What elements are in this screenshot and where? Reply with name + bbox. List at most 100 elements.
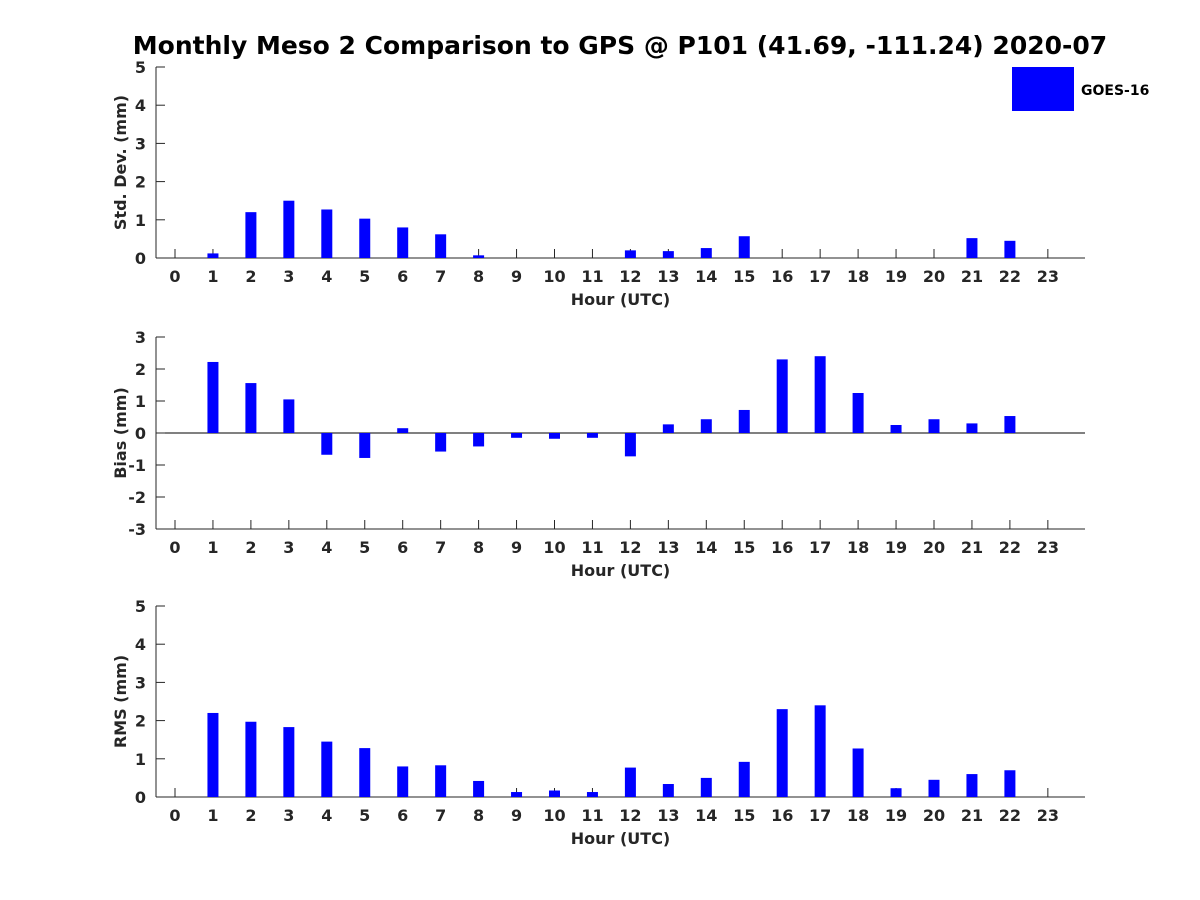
bar-hour-3 (283, 399, 295, 433)
x-tick-label: 4 (321, 806, 332, 825)
x-tick-label: 20 (923, 538, 945, 557)
legend-label-goes16: GOES-16 (1081, 83, 1149, 99)
bar-hour-16 (776, 359, 788, 433)
bar-hour-8 (473, 780, 485, 797)
x-tick-label: 19 (885, 538, 907, 557)
y-tick-label: 4 (135, 635, 146, 654)
x-tick-label: 5 (359, 267, 370, 286)
bar-hour-19 (890, 788, 902, 797)
y-tick-label: 2 (135, 173, 146, 192)
bar-hour-12 (624, 433, 636, 457)
y-tick-label: 3 (135, 328, 146, 347)
x-tick-label: 1 (207, 806, 218, 825)
y-tick-label: 3 (135, 134, 146, 153)
bar-hour-9 (511, 433, 523, 438)
x-tick-label: 23 (1037, 538, 1059, 557)
x-tick-label: 23 (1037, 806, 1059, 825)
y-tick-label: 2 (135, 360, 146, 379)
legend: GOES-16 (1012, 67, 1149, 111)
bar-hour-18 (852, 393, 864, 433)
y-axis-label: RMS (mm) (111, 655, 130, 748)
x-axis-label: Hour (UTC) (571, 829, 671, 848)
x-tick-label: 10 (543, 538, 565, 557)
bar-hour-19 (890, 425, 902, 433)
x-tick-label: 11 (581, 806, 603, 825)
x-tick-label: 15 (733, 538, 755, 557)
x-tick-label: 13 (657, 267, 679, 286)
x-tick-label: 9 (511, 806, 522, 825)
bar-hour-22 (1004, 416, 1016, 433)
x-tick-label: 22 (999, 806, 1021, 825)
bar-hour-8 (473, 255, 485, 258)
bar-hour-11 (586, 792, 598, 797)
bar-hour-22 (1004, 770, 1016, 797)
x-tick-label: 7 (435, 538, 446, 557)
x-tick-label: 13 (657, 538, 679, 557)
x-tick-label: 20 (923, 806, 945, 825)
bar-hour-1 (207, 253, 219, 258)
x-tick-label: 19 (885, 267, 907, 286)
x-tick-label: 10 (543, 806, 565, 825)
bar-hour-14 (700, 248, 712, 258)
y-tick-label: 1 (135, 211, 146, 230)
x-tick-label: 5 (359, 538, 370, 557)
bar-hour-12 (624, 767, 636, 797)
y-tick-label: 5 (135, 597, 146, 616)
bar-hour-4 (321, 741, 333, 797)
x-tick-label: 0 (169, 267, 180, 286)
x-tick-label: 3 (283, 806, 294, 825)
x-tick-label: 22 (999, 267, 1021, 286)
bar-hour-6 (397, 227, 409, 258)
x-tick-label: 0 (169, 538, 180, 557)
bar-hour-2 (245, 721, 257, 797)
x-tick-label: 16 (771, 267, 793, 286)
y-tick-label: 0 (135, 424, 146, 443)
x-tick-label: 18 (847, 806, 869, 825)
bar-hour-14 (700, 777, 712, 797)
bar-hour-6 (397, 428, 409, 433)
x-tick-label: 15 (733, 267, 755, 286)
x-tick-label: 14 (695, 538, 717, 557)
y-tick-label: 3 (135, 673, 146, 692)
x-tick-label: 13 (657, 806, 679, 825)
legend-swatch (1012, 67, 1074, 111)
x-tick-label: 8 (473, 806, 484, 825)
bar-hour-6 (397, 766, 409, 797)
bar-hour-21 (966, 774, 978, 797)
bar-hour-2 (245, 383, 257, 433)
bar-hour-4 (321, 433, 333, 455)
y-tick-label: 1 (135, 392, 146, 411)
y-axis-label: Std. Dev. (mm) (111, 95, 130, 230)
x-tick-label: 23 (1037, 267, 1059, 286)
y-tick-label: 0 (135, 788, 146, 807)
x-tick-label: 18 (847, 267, 869, 286)
bar-hour-10 (549, 790, 560, 797)
x-tick-label: 21 (961, 267, 983, 286)
bar-hour-9 (511, 792, 523, 797)
x-tick-label: 15 (733, 806, 755, 825)
x-tick-label: 2 (245, 267, 256, 286)
bar-hour-13 (662, 784, 674, 797)
x-tick-label: 19 (885, 806, 907, 825)
x-tick-label: 12 (619, 538, 641, 557)
x-tick-label: 7 (435, 267, 446, 286)
bar-hour-10 (549, 433, 560, 439)
x-tick-label: 20 (923, 267, 945, 286)
bar-hour-3 (283, 200, 295, 258)
bar-hour-5 (359, 433, 371, 458)
x-tick-label: 1 (207, 538, 218, 557)
x-tick-label: 18 (847, 538, 869, 557)
x-tick-label: 11 (581, 538, 603, 557)
y-tick-label: 0 (135, 249, 146, 268)
y-tick-label: 2 (135, 712, 146, 731)
y-tick-label: -3 (128, 520, 146, 539)
bar-hour-15 (738, 236, 750, 258)
bar-hour-5 (359, 748, 371, 797)
bar-hour-1 (207, 712, 219, 797)
x-tick-label: 17 (809, 806, 831, 825)
bar-hour-13 (662, 251, 674, 258)
x-tick-label: 2 (245, 806, 256, 825)
